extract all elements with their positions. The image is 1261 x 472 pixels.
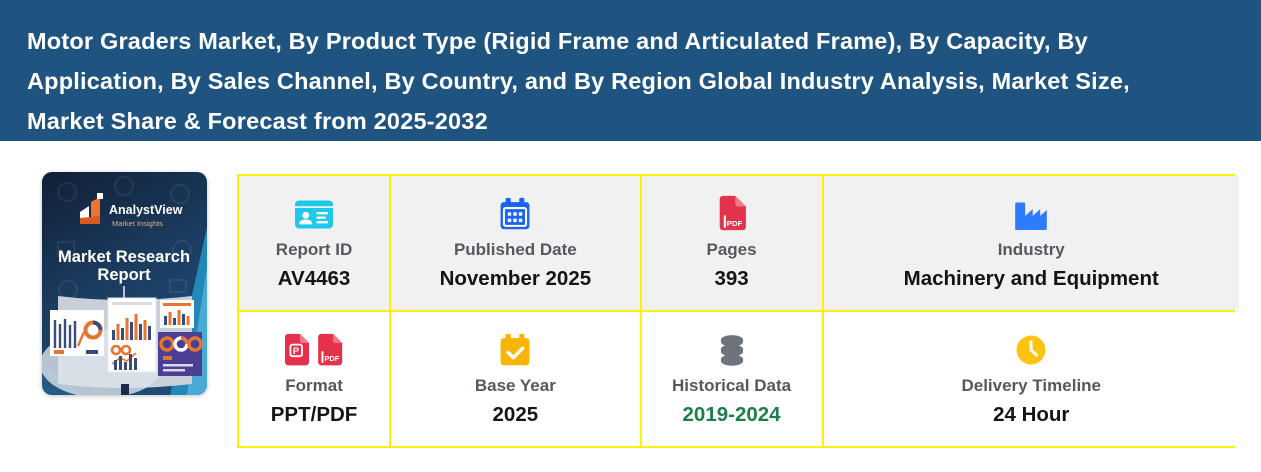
svg-text:PDF: PDF (726, 219, 742, 228)
info-cell-report-id: Report ID AV4463 (239, 176, 390, 310)
page-title: Motor Graders Market, By Product Type (R… (27, 28, 1130, 134)
info-value: AV4463 (277, 267, 351, 290)
report-title-banner: Motor Graders Market, By Product Type (R… (0, 0, 1261, 141)
info-value: November 2025 (439, 267, 592, 290)
info-value: 393 (714, 267, 749, 290)
info-cell-industry: Industry Machinery and Equipment (823, 176, 1239, 310)
info-cell-delivery-timeline: Delivery Timeline 24 Hour (823, 312, 1239, 446)
watermark-pattern-icons (57, 176, 192, 300)
info-cell-base-year: Base Year 2025 (391, 312, 640, 446)
info-label: Format (285, 376, 343, 395)
brand-name: AnalystView (109, 203, 183, 217)
pdf-file-icon: PDF (717, 195, 747, 231)
id-card-icon (294, 195, 334, 231)
ppt-pdf-files-icon: P PDF (283, 331, 345, 367)
calendar-icon (498, 195, 532, 231)
info-label: Historical Data (672, 376, 792, 395)
analystview-logo (80, 193, 103, 224)
info-value: 2019-2024 (682, 403, 781, 426)
cover-caption-line1: Market Research (58, 248, 190, 266)
info-cell-pages: PDF Pages 393 (641, 176, 822, 310)
info-value: 2025 (492, 403, 539, 426)
info-value: PPT/PDF (270, 403, 358, 426)
brand-subtitle: Market Insights (112, 219, 163, 228)
calendar-check-icon (498, 331, 532, 367)
svg-text:P: P (293, 346, 299, 356)
info-label: Base Year (474, 376, 556, 395)
report-cover-image: AnalystView Market Insights Market Resea… (42, 172, 207, 395)
info-label: Published Date (453, 240, 577, 259)
cover-caption-line2: Report (97, 266, 151, 284)
clock-icon (1014, 331, 1048, 367)
database-icon (716, 331, 748, 367)
factory-icon (1011, 195, 1051, 231)
svg-text:PDF: PDF (324, 354, 339, 363)
info-cell-historical-data: Historical Data 2019-2024 (641, 312, 822, 446)
monitor-illustration (42, 296, 203, 395)
info-label: Delivery Timeline (961, 376, 1102, 395)
info-value: 24 Hour (993, 403, 1070, 426)
report-thumbnail: AnalystView Market Insights Market Resea… (42, 172, 207, 395)
info-cell-format: P PDF Format PPT/PDF (239, 312, 390, 446)
info-value: Machinery and Equipment (903, 267, 1159, 290)
info-label: Report ID (275, 240, 353, 259)
info-cell-published-date: Published Date November 2025 (391, 176, 640, 310)
info-label: Industry (997, 240, 1065, 259)
info-label: Pages (706, 240, 757, 259)
report-info-grid: Report ID AV4463 Published Date November… (237, 174, 1239, 448)
